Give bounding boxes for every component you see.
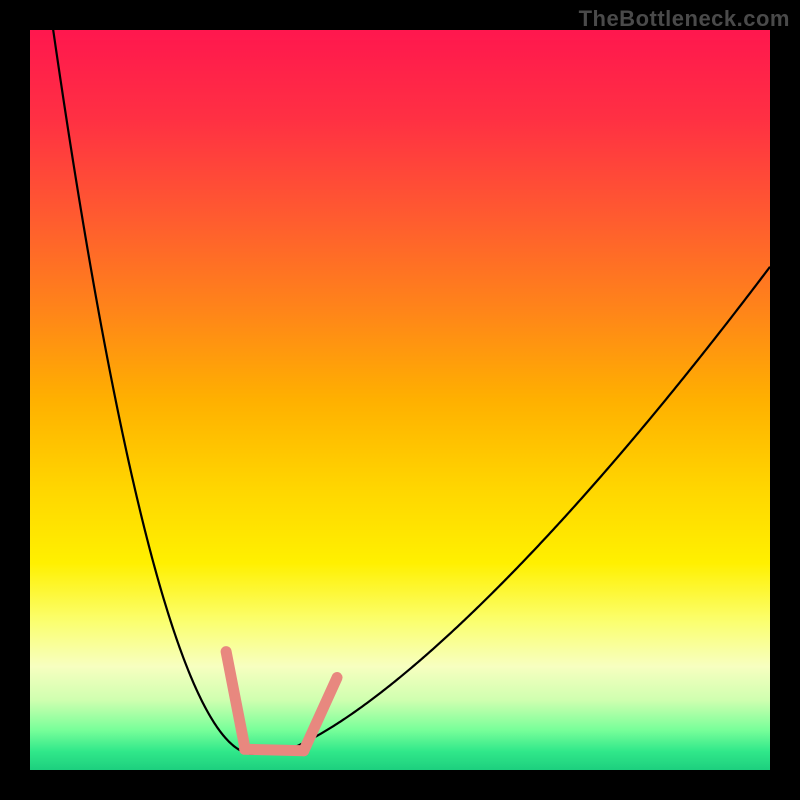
chart-svg: [30, 30, 770, 770]
chart-container: TheBottleneck.com: [0, 0, 800, 800]
gradient-background: [30, 30, 770, 770]
plot-area: [30, 30, 770, 770]
highlight-segment-1: [245, 749, 304, 750]
watermark-text: TheBottleneck.com: [579, 6, 790, 32]
